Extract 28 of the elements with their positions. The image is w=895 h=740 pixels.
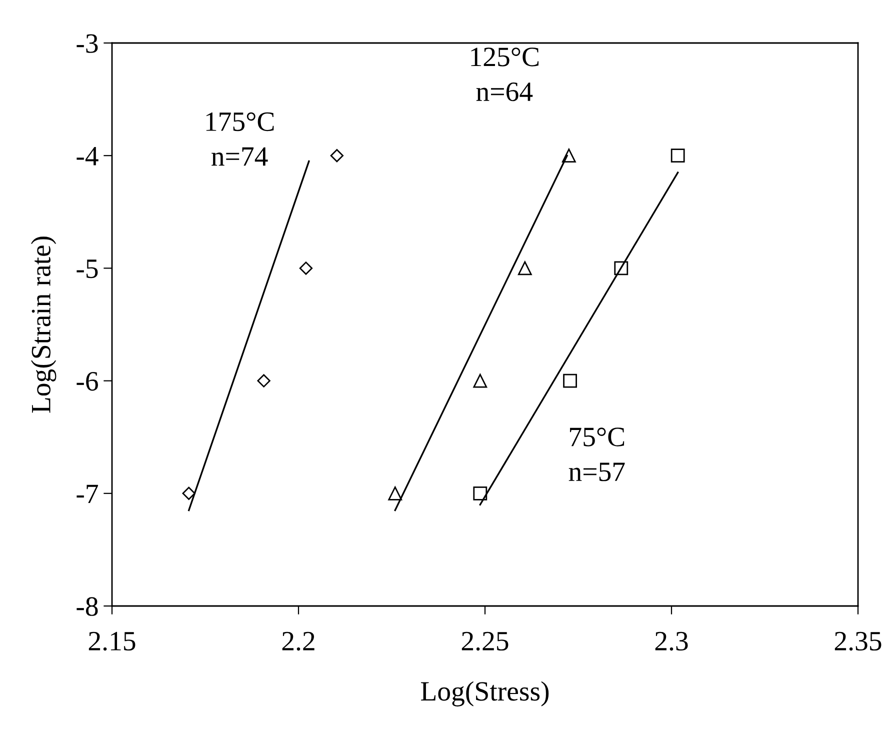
point [473, 486, 488, 500]
y-axis-title: Log(Strain rate) [30, 236, 56, 413]
point [473, 374, 488, 388]
point [670, 148, 685, 163]
annotation: 175°C n=74 [206, 112, 274, 166]
point [182, 486, 196, 500]
point [299, 262, 313, 275]
point [330, 149, 344, 162]
point [563, 374, 577, 388]
point [518, 261, 532, 276]
x-tick-label: 2.35 [834, 632, 882, 651]
x-tick-label: 2.25 [462, 632, 508, 651]
y-tick-label: -6 [76, 372, 98, 391]
annotation: 75°C n=57 [568, 428, 625, 482]
y-tick-label: -3 [76, 34, 98, 53]
x-tick-label: 2.2 [282, 632, 314, 651]
y-tick-label: -7 [76, 484, 98, 504]
point [388, 486, 402, 500]
point [562, 148, 576, 163]
annotation: 125°C n=64 [471, 48, 539, 102]
y-tick-label: -5 [76, 260, 98, 278]
x-axis-title: Log(Stress) [420, 681, 549, 706]
x-tick-label: 2.15 [88, 632, 136, 651]
point [614, 261, 628, 276]
point [257, 374, 270, 388]
y-tick-label: -8 [76, 597, 98, 616]
y-tick-label: -4 [76, 146, 98, 166]
x-tick-label: 2.3 [655, 632, 688, 651]
